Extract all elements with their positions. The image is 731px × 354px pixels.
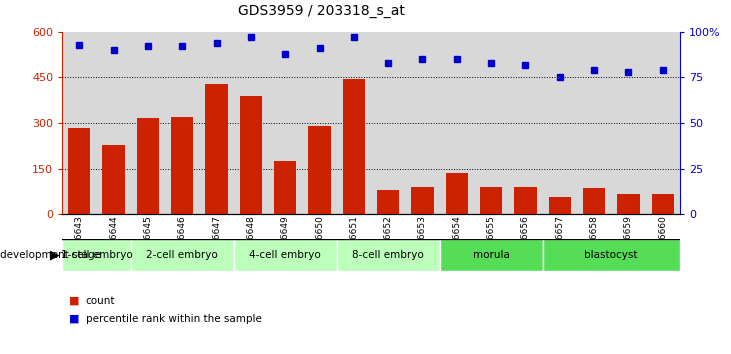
Bar — [446, 173, 468, 214]
Text: count: count — [86, 296, 115, 306]
Bar — [62, 239, 131, 271]
Text: ■: ■ — [69, 314, 80, 324]
Bar — [274, 161, 296, 214]
Text: morula: morula — [473, 250, 510, 260]
Bar — [548, 198, 571, 214]
Bar — [343, 79, 365, 214]
Bar — [205, 84, 228, 214]
Text: ▶: ▶ — [50, 249, 60, 261]
Text: GDS3959 / 203318_s_at: GDS3959 / 203318_s_at — [238, 4, 405, 18]
Bar — [514, 187, 537, 214]
Bar — [240, 96, 262, 214]
Text: 2-cell embryo: 2-cell embryo — [146, 250, 218, 260]
Text: 1-cell embryo: 1-cell embryo — [61, 250, 132, 260]
Bar — [308, 126, 330, 214]
Text: 4-cell embryo: 4-cell embryo — [249, 250, 321, 260]
Text: percentile rank within the sample: percentile rank within the sample — [86, 314, 262, 324]
Text: development stage: development stage — [0, 250, 101, 260]
Bar — [617, 194, 640, 214]
Bar — [234, 239, 337, 271]
Bar — [542, 239, 680, 271]
Text: 8-cell embryo: 8-cell embryo — [352, 250, 424, 260]
Bar — [102, 145, 125, 214]
Bar — [377, 190, 399, 214]
Bar — [68, 127, 91, 214]
Bar — [337, 239, 439, 271]
Bar — [583, 188, 605, 214]
Bar — [439, 239, 542, 271]
Bar — [480, 187, 502, 214]
Bar — [651, 194, 674, 214]
Bar — [412, 187, 433, 214]
Bar — [131, 239, 234, 271]
Bar — [137, 119, 159, 214]
Text: ■: ■ — [69, 296, 80, 306]
Bar — [171, 117, 194, 214]
Text: blastocyst: blastocyst — [585, 250, 638, 260]
